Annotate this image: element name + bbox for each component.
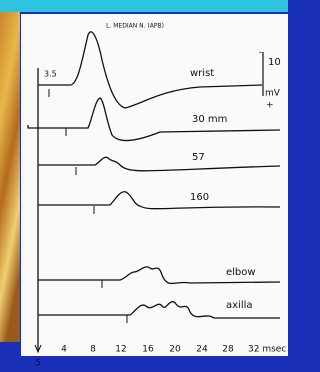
x-tick-label: 12: [115, 345, 126, 355]
trace-label: 57: [192, 152, 205, 163]
x-tick-label: 8: [90, 345, 96, 355]
scale-plus: +: [266, 101, 274, 111]
trace-label: wrist: [190, 68, 214, 79]
slide: L. MEDIAN N. (APB) 3.5 - 10 mV + wrist 3…: [0, 0, 288, 372]
figure-title: L. MEDIAN N. (APB): [106, 23, 164, 30]
x-tick-label: 32 msec: [248, 345, 286, 355]
x-tick-label: 28: [222, 345, 234, 355]
top-band: [0, 0, 288, 12]
start-label: 3.5: [44, 70, 57, 79]
page: L. MEDIAN N. (APB) 3.5 - 10 mV + wrist 3…: [0, 0, 288, 372]
scale-minus: -: [259, 48, 262, 58]
trace-label: 30 mm: [192, 114, 227, 125]
x-tick-label: 20: [169, 345, 181, 355]
side-image: [0, 12, 20, 342]
trace-label: 160: [190, 192, 209, 203]
x-tick-label: 24: [196, 345, 208, 355]
origin-label: 5: [35, 359, 41, 369]
trace-label: axilla: [226, 300, 253, 311]
x-tick-label: 16: [142, 345, 154, 355]
x-tick-label: 4: [61, 345, 67, 355]
scale-amplitude: 10: [268, 57, 281, 68]
trace-label: elbow: [226, 267, 256, 278]
scale-unit: mV: [265, 89, 281, 99]
